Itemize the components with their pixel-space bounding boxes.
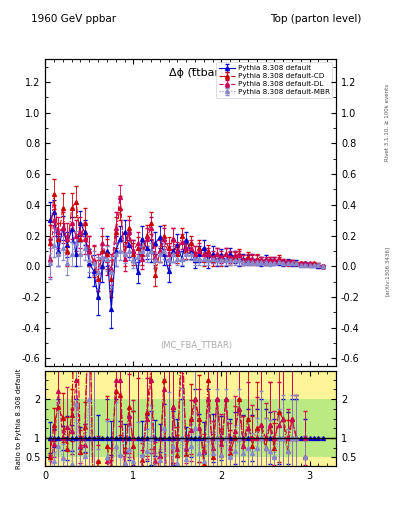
Text: Δϕ (t̅tbar): Δϕ (t̅tbar) bbox=[169, 68, 224, 78]
Y-axis label: Ratio to Pythia 8.308 default: Ratio to Pythia 8.308 default bbox=[16, 368, 22, 469]
Bar bbox=[45, 399, 336, 457]
Text: (MC_FBA_TTBAR): (MC_FBA_TTBAR) bbox=[160, 340, 232, 349]
Text: 1960 GeV ppbar: 1960 GeV ppbar bbox=[31, 14, 117, 25]
Bar bbox=[45, 371, 336, 466]
Text: [arXiv:1306.3436]: [arXiv:1306.3436] bbox=[385, 246, 389, 296]
Legend: Pythia 8.308 default, Pythia 8.308 default-CD, Pythia 8.308 default-DL, Pythia 8: Pythia 8.308 default, Pythia 8.308 defau… bbox=[216, 62, 332, 98]
Text: Rivet 3.1.10, ≥ 100k events: Rivet 3.1.10, ≥ 100k events bbox=[385, 84, 389, 161]
Text: Top (parton level): Top (parton level) bbox=[270, 14, 362, 25]
